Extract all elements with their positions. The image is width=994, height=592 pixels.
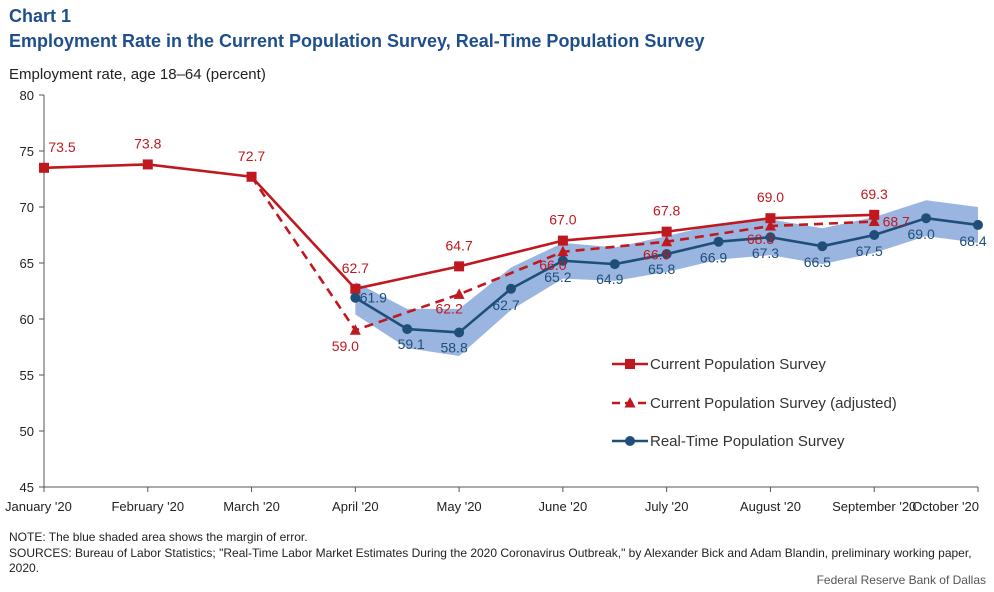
- y-tick-label: 65: [20, 256, 34, 271]
- cps-data-label: 62.7: [342, 260, 369, 276]
- cps-adjusted-point: [453, 288, 465, 299]
- x-tick-label: October '20: [912, 499, 979, 514]
- cps-adjusted-data-label: 68.7: [883, 214, 910, 230]
- cps-adjusted-data-label: 62.2: [435, 300, 462, 316]
- legend-label: Current Population Survey (adjusted): [650, 395, 897, 412]
- x-tick-label: April '20: [332, 499, 379, 514]
- rps-data-label: 66.5: [804, 254, 831, 270]
- rps-point: [661, 249, 672, 260]
- cps-adjusted-data-label: 66.9: [643, 247, 670, 263]
- cps-point: [39, 162, 49, 173]
- x-tick-label: May '20: [437, 499, 482, 514]
- chart-sources: SOURCES: Bureau of Labor Statistics; "Re…: [9, 546, 972, 575]
- x-tick-label: July '20: [645, 499, 689, 514]
- rps-point: [765, 232, 776, 243]
- rps-point: [350, 292, 361, 303]
- x-tick-label: March '20: [223, 499, 280, 514]
- rps-point: [713, 236, 724, 247]
- rps-data-label: 61.9: [360, 290, 387, 306]
- rps-data-label: 59.1: [398, 336, 425, 352]
- cps-adjusted-data-label: 59.0: [332, 338, 359, 354]
- publisher-credit: Federal Reserve Bank of Dallas: [816, 573, 986, 587]
- rps-point: [973, 219, 983, 230]
- x-tick-label: September '20: [832, 499, 916, 514]
- cps-adjusted-point: [349, 324, 361, 335]
- cps-adjusted-data-label: 68.3: [747, 231, 774, 247]
- x-tick-label: February '20: [111, 499, 184, 514]
- y-axis-label: Employment rate, age 18–64 (percent): [9, 66, 266, 83]
- y-tick-label: 45: [20, 480, 34, 495]
- margin-of-error-band: [355, 200, 978, 356]
- rps-data-label: 65.2: [544, 269, 571, 285]
- cps-point: [557, 235, 568, 246]
- rps-data-label: 62.7: [492, 297, 519, 313]
- cps-point: [454, 261, 465, 272]
- rps-data-label: 64.9: [596, 271, 623, 287]
- y-tick-label: 75: [20, 144, 34, 159]
- cps-adjusted-data-label: 66.0: [539, 257, 566, 273]
- chart-note: NOTE: The blue shaded area shows the mar…: [9, 530, 308, 544]
- legend-marker: [624, 397, 636, 408]
- rps-point: [454, 327, 465, 338]
- cps-data-label: 73.8: [134, 135, 161, 151]
- cps-data-label: 67.0: [549, 212, 576, 228]
- rps-point: [921, 213, 932, 224]
- rps-data-label: 68.4: [959, 233, 986, 249]
- cps-point: [765, 213, 776, 224]
- y-tick-label: 70: [20, 200, 34, 215]
- rps-data-label: 58.8: [440, 339, 467, 355]
- legend-label: Real-Time Population Survey: [650, 433, 845, 450]
- cps-point: [246, 171, 257, 182]
- rps-point: [817, 241, 828, 252]
- legend-marker: [625, 359, 635, 369]
- x-tick-label: January '20: [5, 499, 72, 514]
- cps-point: [350, 283, 361, 294]
- rps-data-label: 66.9: [700, 250, 727, 266]
- cps-data-label: 69.0: [757, 189, 784, 205]
- rps-point: [609, 259, 620, 270]
- x-tick-label: August '20: [740, 499, 801, 514]
- y-tick-label: 60: [20, 312, 34, 327]
- legend-label: Current Population Survey: [650, 356, 826, 373]
- y-tick-label: 50: [20, 424, 34, 439]
- cps-adjusted-point: [764, 220, 776, 231]
- cps-adjusted-point: [661, 235, 673, 247]
- y-tick-label: 55: [20, 368, 34, 383]
- rps-point: [557, 255, 568, 266]
- legend-marker: [625, 436, 635, 446]
- y-tick-label: 80: [20, 88, 34, 103]
- cps-data-label: 64.7: [445, 237, 472, 253]
- cps-adjusted-point: [868, 215, 880, 227]
- rps-point: [869, 230, 880, 240]
- chart-title: Employment Rate in the Current Populatio…: [9, 31, 705, 51]
- cps-point: [661, 226, 672, 237]
- cps-data-label: 73.5: [48, 139, 75, 155]
- rps-point: [402, 324, 413, 335]
- cps-adjusted-point: [557, 245, 569, 257]
- x-tick-label: June '20: [539, 499, 588, 514]
- cps-data-label: 67.8: [653, 203, 680, 219]
- chart-number: Chart 1: [9, 6, 72, 26]
- rps-point: [506, 283, 516, 294]
- cps-data-label: 72.7: [238, 148, 265, 164]
- cps-data-label: 69.3: [861, 186, 888, 202]
- employment-rate-chart: 45 50 55 60 65 70 75 80 January '20 February '20 M…: [5, 88, 987, 514]
- rps-data-label: 67.3: [752, 245, 779, 261]
- rps-data-label: 69.0: [907, 226, 934, 242]
- cps-point: [142, 159, 153, 170]
- rps-data-label: 65.8: [648, 261, 675, 277]
- cps-point: [869, 209, 880, 220]
- rps-data-label: 67.5: [856, 243, 883, 259]
